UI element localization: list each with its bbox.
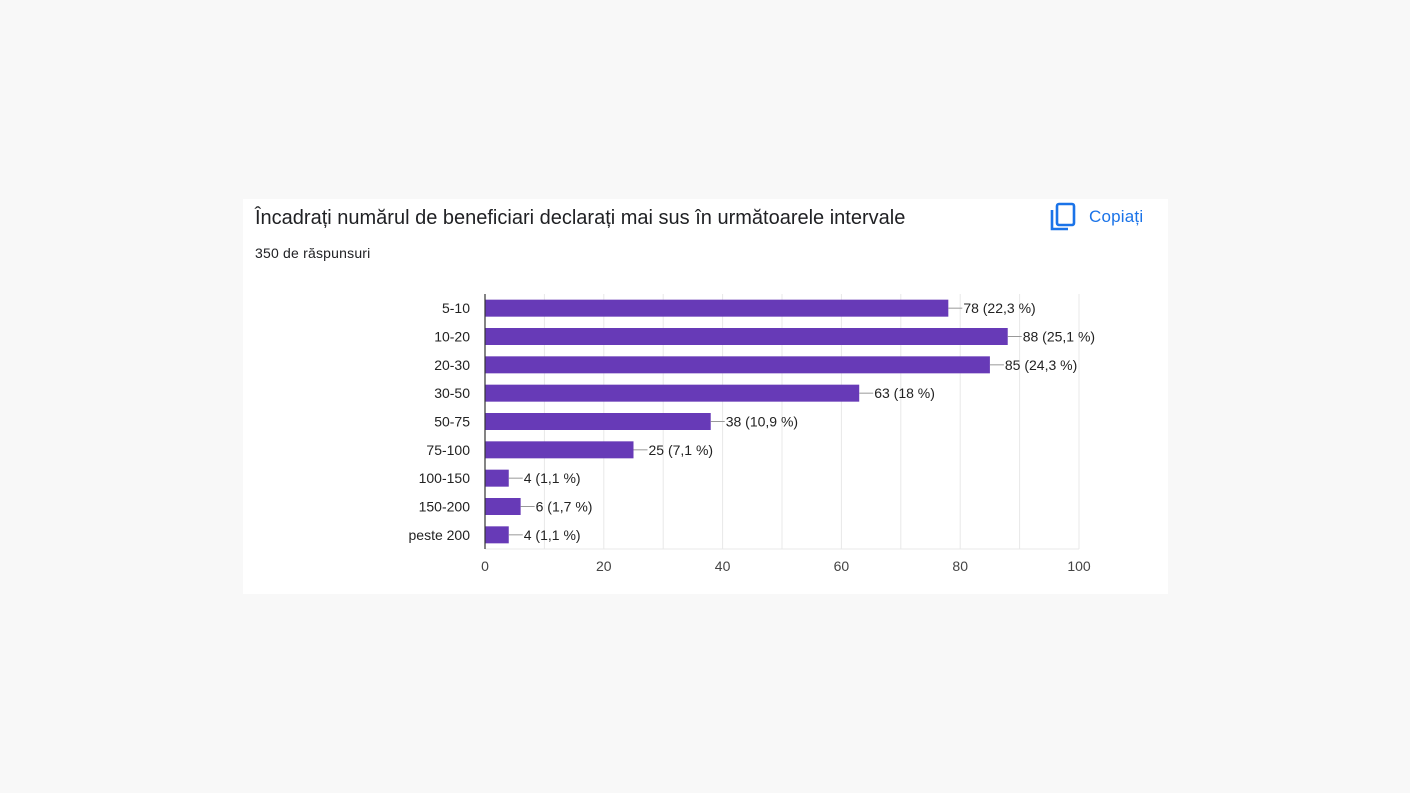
category-label: peste 200 [409,527,471,543]
category-label: 50-75 [434,414,470,430]
data-label: 25 (7,1 %) [649,442,714,458]
x-tick-label: 0 [481,558,489,574]
copy-icon [1049,202,1077,232]
bar [485,413,711,430]
category-label: 75-100 [426,442,470,458]
bar [485,498,521,515]
category-label: 30-50 [434,385,470,401]
data-label: 6 (1,7 %) [536,499,593,515]
data-label: 63 (18 %) [874,385,935,401]
x-tick-label: 40 [715,558,731,574]
bar [485,526,509,544]
x-tick-label: 100 [1067,558,1091,574]
bar [485,469,509,487]
bar [485,299,949,317]
category-label: 5-10 [442,300,470,316]
x-tick-label: 20 [596,558,612,574]
category-label: 100-150 [419,470,471,486]
response-count: 350 de răspunsuri [255,245,371,261]
bar [485,356,990,374]
bar [485,328,1008,345]
x-tick-label: 80 [952,558,968,574]
copy-button[interactable]: Copiați [1049,202,1143,232]
bar [485,441,634,459]
category-label: 150-200 [419,499,471,515]
bar-chart: 0 20 40 60 80 100 5-10 78 (22,3 %) 10-20 88 (25,1… [409,294,1095,574]
x-tick-label: 60 [834,558,850,574]
copy-label: Copiați [1089,207,1144,226]
chart-card: Încadrați numărul de beneficiari declara… [243,199,1168,594]
data-label: 38 (10,9 %) [726,414,798,430]
data-label: 85 (24,3 %) [1005,357,1077,373]
data-label: 4 (1,1 %) [524,527,581,543]
bar [485,384,860,402]
data-label: 4 (1,1 %) [524,470,581,486]
question-title: Încadrați numărul de beneficiari declara… [255,207,906,229]
category-label: 20-30 [434,357,470,373]
category-label: 10-20 [434,329,470,345]
data-label: 78 (22,3 %) [963,300,1035,316]
data-label: 88 (25,1 %) [1023,329,1095,345]
